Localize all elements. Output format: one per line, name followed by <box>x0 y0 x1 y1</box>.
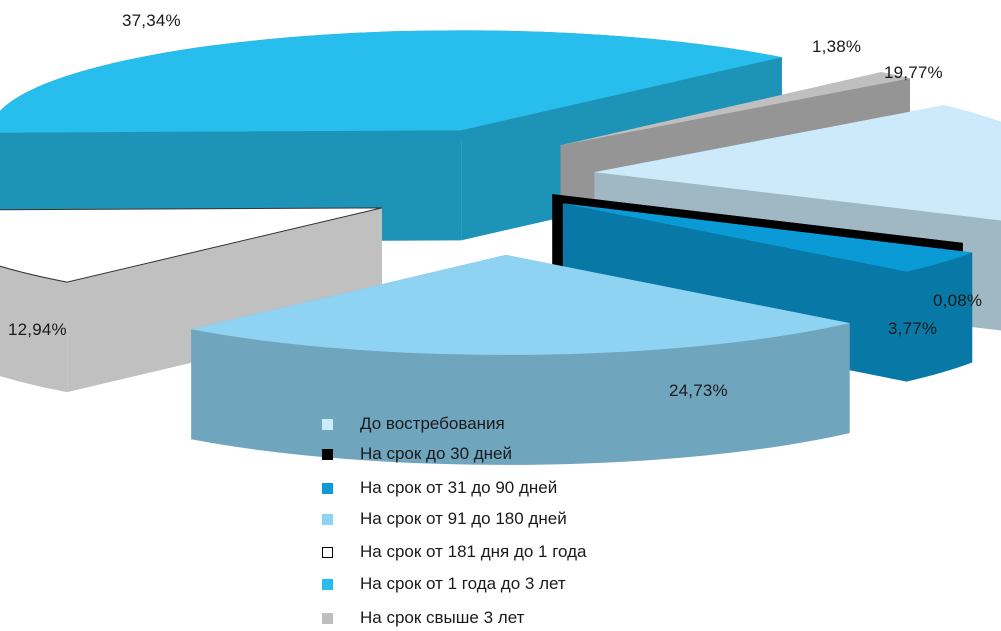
legend-label: На срок от 181 дня до 1 года <box>360 542 587 561</box>
legend-swatch <box>322 482 333 494</box>
legend-label: На срок от 1 года до 3 лет <box>360 574 566 593</box>
legend-label: До востребования <box>360 414 505 433</box>
legend-item-31-90-days: На срок от 31 до 90 дней <box>322 476 722 500</box>
pie-slices <box>0 30 1001 465</box>
slice-top <box>0 30 782 133</box>
legend-swatch <box>322 578 333 590</box>
legend-swatch <box>322 513 333 525</box>
slice-top <box>0 207 382 283</box>
label-3-77: 3,77% <box>888 319 938 338</box>
label-12-94: 12,94% <box>8 320 67 339</box>
legend-label: На срок от 91 до 180 дней <box>360 509 567 528</box>
legend-label: На срок от 31 до 90 дней <box>360 478 558 497</box>
legend-item-91-180-days: На срок от 91 до 180 дней <box>322 507 722 531</box>
legend-item-181-days-1-year: На срок от 181 дня до 1 года <box>322 540 722 564</box>
slice-top <box>560 72 910 146</box>
legend-swatch <box>322 612 333 624</box>
slice-top <box>562 203 973 272</box>
slice-top <box>552 194 963 244</box>
slice-4 <box>0 207 382 393</box>
legend-swatch <box>322 418 333 430</box>
legend-item-1-3-years: На срок от 1 года до 3 лет <box>322 572 722 596</box>
legend-item-on-demand: До востребования <box>322 412 722 436</box>
legend-item-over-3-years: На срок свыше 3 лет <box>322 606 722 630</box>
label-24-73: 24,73% <box>669 381 728 400</box>
legend-swatch <box>322 546 333 558</box>
legend-label: На срок до 30 дней <box>360 444 513 463</box>
legend-swatch <box>322 448 333 460</box>
slice-3 <box>191 254 850 465</box>
slice-top <box>191 254 850 355</box>
slice-top <box>594 105 1001 221</box>
label-1-38: 1,38% <box>812 37 862 56</box>
label-19-77: 19,77% <box>884 63 943 82</box>
legend-label: На срок свыше 3 лет <box>360 608 525 627</box>
label-37-34: 37,34% <box>122 11 181 30</box>
legend-item-up-to-30-days: На срок до 30 дней <box>322 442 722 466</box>
label-0-08: 0,08% <box>933 291 983 310</box>
